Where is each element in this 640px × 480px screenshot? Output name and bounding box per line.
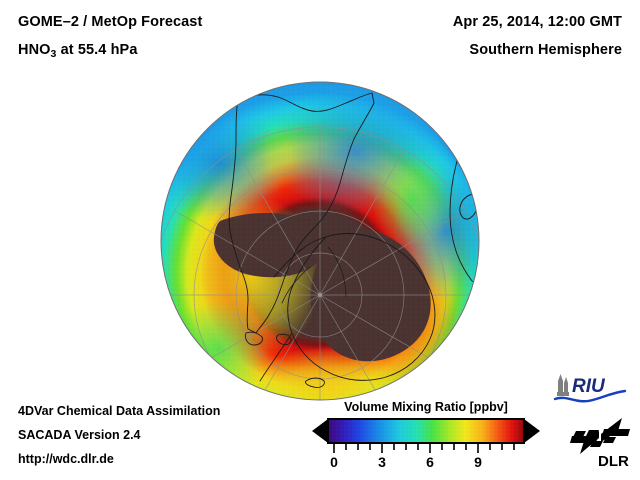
- dlr-pinwheel-icon: [570, 418, 630, 454]
- colorbar: Volume Mixing Ratio [ppbv]: [312, 400, 540, 470]
- coastline-tierra-del-fuego: [245, 331, 263, 346]
- colorbar-frame: [327, 418, 525, 444]
- footer-line-method: 4DVar Chemical Data Assimilation: [18, 404, 221, 418]
- colorbar-tick-1: 3: [378, 454, 386, 469]
- globe-map: [160, 81, 480, 401]
- colorbar-ticks: [333, 444, 515, 453]
- colorbar-under-arrow: [312, 419, 328, 443]
- coastline-ross-sea: [259, 332, 293, 382]
- species-level: at 55.4 hPa: [56, 42, 138, 58]
- coastline-antarctica-interior: [327, 246, 347, 298]
- coastline-falkland-islands: [276, 333, 292, 346]
- colorbar-tick-0: 0: [330, 454, 338, 469]
- map-field: [161, 82, 479, 400]
- coastline-south-america: [228, 92, 375, 334]
- footer-line-version: SACADA Version 2.4: [18, 428, 141, 442]
- globe-outline: [160, 81, 480, 401]
- coastline-antarctica: [287, 233, 436, 381]
- riu-tower-icon: [557, 374, 569, 396]
- dlr-logo: DLR: [570, 418, 630, 470]
- page-title: GOME–2 / MetOp Forecast: [18, 14, 203, 30]
- species-subscript: 3: [50, 48, 57, 60]
- species-subtitle: HNO3 at 55.4 hPa: [18, 42, 138, 60]
- date-label: Apr 25, 2014, 12:00 GMT: [452, 14, 622, 30]
- south-pole-marker: [317, 292, 323, 298]
- footer-line-url[interactable]: http://wdc.dlr.de: [18, 452, 114, 466]
- dlr-wordmark: DLR: [598, 453, 629, 470]
- colorbar-tick-2: 6: [426, 454, 434, 469]
- coastline-weddell-sea: [281, 266, 311, 304]
- riu-logo: RIU: [553, 374, 627, 403]
- riu-wave-icon: [553, 389, 627, 403]
- species-name: HNO: [18, 42, 51, 58]
- coastline-south-georgia: [305, 377, 325, 388]
- orthographic-projection: [160, 81, 480, 401]
- coastline-africa-horn: [459, 139, 479, 144]
- colorbar-tick-3: 9: [474, 454, 482, 469]
- colorbar-title: Volume Mixing Ratio [ppbv]: [344, 400, 508, 414]
- graticule: [161, 126, 479, 400]
- colorbar-tick-labels: 0 3 6 9: [330, 454, 482, 469]
- riu-wordmark: RIU: [572, 376, 606, 397]
- colorbar-texture: [328, 419, 524, 443]
- colorbar-scale[interactable]: 0 3 6 9: [312, 417, 540, 469]
- colorbar-over-arrow: [524, 419, 540, 443]
- hemisphere-label: Southern Hemisphere: [469, 42, 622, 58]
- coastline-antarctic-peninsula: [273, 236, 327, 278]
